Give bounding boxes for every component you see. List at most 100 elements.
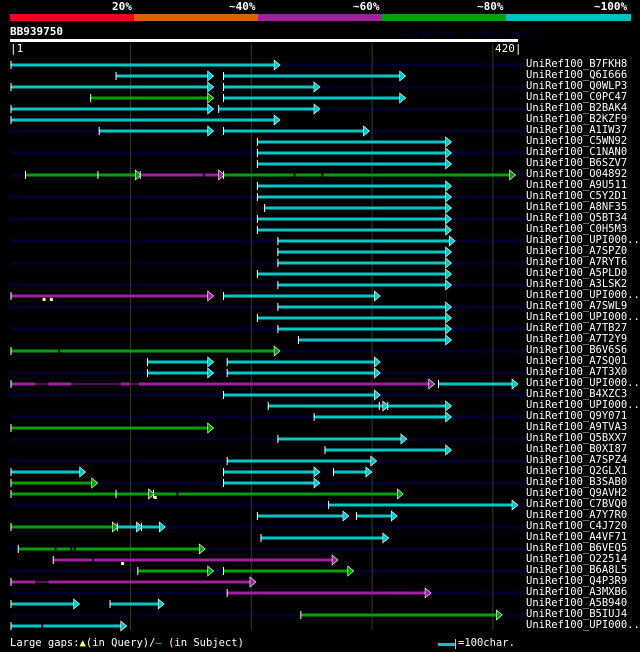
subject-gap	[54, 547, 57, 551]
hit-label[interactable]: UniRef100_A7T3X0	[526, 366, 628, 378]
hit-label[interactable]: UniRef100_Q0WLP3	[526, 80, 628, 92]
hit-label[interactable]: UniRef100_A7RYT6	[526, 256, 628, 268]
segment-end-arrow	[428, 378, 436, 390]
segment-end-arrow	[445, 334, 453, 346]
hit-label[interactable]: UniRef100_A7SPZ0	[526, 245, 628, 257]
hit-label[interactable]: UniRef100_UPI000..	[526, 289, 640, 301]
hit-segment	[99, 129, 209, 133]
hit-segment	[90, 96, 209, 100]
hit-label[interactable]: UniRef100_A7Y7R0	[526, 509, 628, 521]
hit-segment	[11, 602, 75, 606]
hit-label[interactable]: UniRef100_A7T2Y9	[526, 333, 628, 345]
hit-label[interactable]: UniRef100_B2BAK4	[526, 102, 628, 114]
ruler-start-label: |1	[10, 42, 24, 55]
hit-label[interactable]: UniRef100_B3SAB0	[526, 476, 628, 488]
segment-end-arrow	[370, 455, 378, 467]
hit-label[interactable]: UniRef100_A3MXB6	[526, 586, 628, 598]
hit-label[interactable]: UniRef100_A3LSK2	[526, 278, 628, 290]
hit-label[interactable]: UniRef100_A7TB27	[526, 322, 628, 334]
hit-label[interactable]: UniRef100_A1IW37	[526, 124, 628, 136]
hit-label[interactable]: UniRef100_Q6I666	[526, 69, 628, 81]
segment-end-arrow	[445, 213, 453, 225]
segment-end-arrow	[207, 70, 215, 82]
hit-track	[10, 437, 525, 441]
hit-label[interactable]: UniRef100_A9TVA3	[526, 421, 628, 433]
segment-end-arrow	[511, 378, 519, 390]
hit-label[interactable]: UniRef100_C5WN92	[526, 135, 628, 147]
hit-label[interactable]: UniRef100_C5Y2D1	[526, 190, 628, 202]
hit-label[interactable]: UniRef100_Q2GLX1	[526, 465, 628, 477]
segment-end-arrow	[445, 268, 453, 280]
hit-label[interactable]: UniRef100_Q9Y071	[526, 410, 628, 422]
hit-label[interactable]: UniRef100_Q9AVH2	[526, 487, 628, 499]
hit-segment	[257, 514, 344, 518]
hit-segment	[117, 525, 138, 529]
hit-label[interactable]: UniRef100_A7SWL9	[526, 300, 628, 312]
hit-label[interactable]: UniRef100_UPI000..	[526, 234, 640, 246]
hit-label[interactable]: UniRef100_O22514	[526, 553, 628, 565]
hit-segment	[257, 217, 447, 221]
hit-label[interactable]: UniRef100_Q5BXX7	[526, 432, 628, 444]
hit-segment	[438, 382, 513, 386]
hit-label[interactable]: UniRef100_A5PLD0	[526, 267, 628, 279]
segment-end-arrow	[374, 290, 381, 302]
hit-label[interactable]: UniRef100_B6VEQ5	[526, 542, 628, 554]
hit-segment	[147, 360, 209, 364]
hit-segment	[298, 338, 447, 342]
hit-label[interactable]: UniRef100_B5IUJ4	[526, 608, 628, 620]
hit-label[interactable]: UniRef100_B0XI87	[526, 443, 628, 455]
hit-label[interactable]: UniRef100_UPI000..	[526, 399, 640, 411]
segment-end-arrow	[313, 466, 321, 478]
subject-gap	[293, 173, 296, 177]
hit-label[interactable]: UniRef100_A9U511	[526, 179, 628, 191]
query-gap-marker	[49, 298, 53, 301]
legend-bar-40	[134, 14, 258, 21]
hit-track	[10, 525, 525, 529]
hit-label[interactable]: UniRef100_A5B940	[526, 597, 628, 609]
hit-label[interactable]: UniRef100_A8NF35	[526, 201, 628, 213]
hit-segment	[35, 383, 49, 385]
segment-end-arrow	[445, 257, 453, 269]
hit-track	[10, 283, 525, 287]
hit-label[interactable]: UniRef100_B4XZC3	[526, 388, 628, 400]
segment-end-arrow	[207, 565, 215, 577]
segment-end-arrow	[79, 466, 87, 478]
hit-segment	[140, 173, 220, 177]
hit-label[interactable]: UniRef100_C4J720	[526, 520, 628, 532]
hit-label[interactable]: UniRef100_B2KZF9	[526, 113, 628, 125]
hit-label[interactable]: UniRef100_O04892	[526, 168, 628, 180]
hit-segment	[223, 173, 511, 177]
hit-label[interactable]: UniRef100_C1NAN0	[526, 146, 628, 158]
segment-end-arrow	[363, 125, 370, 137]
segment-end-arrow	[218, 169, 226, 181]
subject-gap-text: (in Subject)	[161, 637, 244, 649]
hit-label[interactable]: UniRef100_B6A8L5	[526, 564, 628, 576]
hit-label[interactable]: UniRef100_UPI000..	[526, 311, 640, 323]
hit-label[interactable]: UniRef100_C0H5M3	[526, 223, 628, 235]
hit-label[interactable]: UniRef100_C7BVQ0	[526, 498, 628, 510]
segment-end-arrow	[445, 279, 453, 291]
hit-label[interactable]: UniRef100_UPI000..	[526, 377, 640, 389]
hit-label[interactable]: UniRef100_B6SZV7	[526, 157, 628, 169]
hit-segment	[328, 503, 513, 507]
hit-segment	[11, 118, 276, 122]
hit-segment	[11, 63, 276, 67]
subject-gap	[41, 624, 44, 628]
hit-label[interactable]: UniRef100_C0PC47	[526, 91, 628, 103]
hit-label[interactable]: UniRef100_A7SQ01	[526, 355, 628, 367]
hit-segment	[11, 107, 209, 111]
segment-end-arrow	[313, 477, 321, 489]
segment-end-arrow	[157, 598, 165, 610]
segment-end-arrow	[331, 554, 339, 566]
hit-label[interactable]: UniRef100_A7SPZ4	[526, 454, 628, 466]
hit-label[interactable]: UniRef100_UPI000..	[526, 619, 640, 631]
hit-label[interactable]: UniRef100_Q4P3R9	[526, 575, 628, 587]
hit-label[interactable]: UniRef100_Q5BT34	[526, 212, 628, 224]
hit-label[interactable]: UniRef100_B6V6S6	[526, 344, 628, 356]
hit-label[interactable]: UniRef100_B7FKH8	[526, 58, 628, 70]
ruler-end-label: 420|	[495, 42, 522, 55]
hit-label[interactable]: UniRef100_A4VF71	[526, 531, 628, 543]
segment-end-arrow	[374, 389, 381, 401]
hit-segment	[277, 261, 447, 265]
